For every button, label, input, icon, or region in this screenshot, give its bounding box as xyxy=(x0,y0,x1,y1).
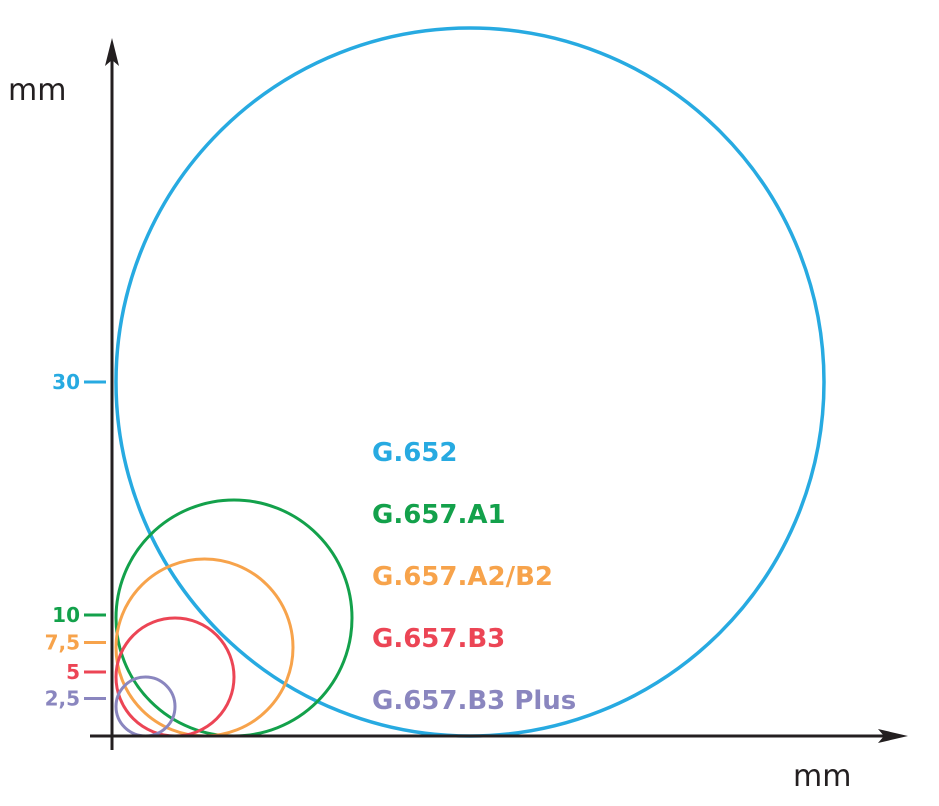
x-axis-unit-label: mm xyxy=(793,759,851,794)
legend-label-g657a2b2: G.657.A2/B2 xyxy=(372,562,553,592)
y-axis-unit-label: mm xyxy=(8,73,66,108)
legend-label-g657b3: G.657.B3 xyxy=(372,624,505,654)
legend-label-g657b3plus: G.657.B3 Plus xyxy=(372,686,576,716)
legend-label-g652: G.652 xyxy=(372,438,458,468)
circle-g657a2b2 xyxy=(114,557,295,738)
legend-label-g657a1: G.657.A1 xyxy=(372,500,506,530)
x-axis-arrowhead xyxy=(878,729,908,743)
axes xyxy=(90,38,908,750)
legend: G.652 G.657.A1 G.657.A2/B2 G.657.B3 G.657.B3… xyxy=(372,438,576,716)
tick-label-g657b3: 5 xyxy=(66,660,80,684)
radius-ticks: 30 10 7,5 5 2,5 xyxy=(45,370,106,711)
tick-label-g657b3plus: 2,5 xyxy=(45,687,80,711)
tick-label-g652: 30 xyxy=(52,370,80,394)
tick-label-g657a2b2: 7,5 xyxy=(45,631,80,655)
circle-g657b3 xyxy=(114,616,236,738)
circle-g657a1 xyxy=(114,498,354,738)
y-axis-arrowhead xyxy=(105,38,119,66)
tick-label-g657a1: 10 xyxy=(52,603,80,627)
